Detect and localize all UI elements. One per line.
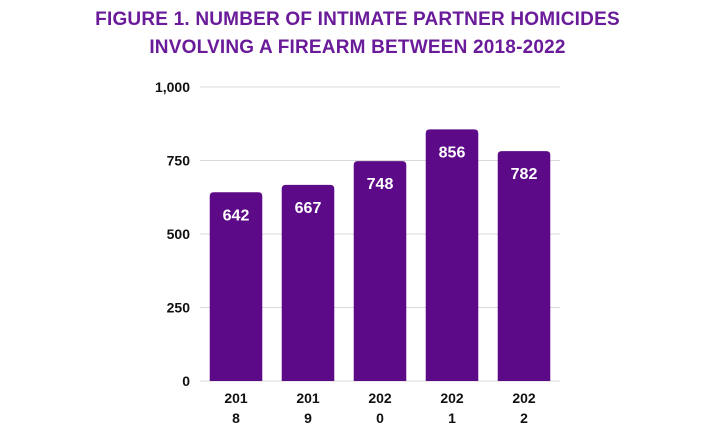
- x-tick-label: 1: [448, 410, 456, 426]
- y-tick-label: 750: [167, 153, 191, 169]
- y-axis-ticks: 0 250 500 750 1,000: [155, 79, 190, 389]
- x-axis-ticks: 201 8 201 9 202 0 202 1 202 2: [224, 390, 536, 426]
- x-tick-label: 2: [520, 410, 528, 426]
- y-tick-label: 1,000: [155, 79, 190, 95]
- bar-2021: [425, 129, 479, 381]
- bar-2019: [281, 184, 335, 381]
- x-tick-label: 202: [512, 390, 536, 406]
- chart-title: FIGURE 1. NUMBER OF INTIMATE PARTNER HOM…: [0, 6, 715, 62]
- bar-value-label: 667: [295, 200, 322, 217]
- y-tick-label: 250: [167, 300, 191, 316]
- bar-2020: [353, 161, 407, 381]
- bars: 642 667 748 856 782: [209, 129, 551, 381]
- x-tick-label: 201: [224, 390, 248, 406]
- bar-2018: [209, 192, 263, 381]
- bar-value-label: 642: [223, 207, 250, 224]
- y-tick-label: 500: [167, 226, 191, 242]
- x-tick-label: 201: [296, 390, 320, 406]
- x-tick-label: 9: [304, 410, 312, 426]
- y-tick-label: 0: [182, 373, 190, 389]
- chart-title-line-2: INVOLVING A FIREARM BETWEEN 2018-2022: [149, 37, 566, 58]
- x-tick-label: 202: [368, 390, 392, 406]
- x-tick-label: 0: [376, 410, 384, 426]
- bar-value-label: 856: [439, 144, 466, 161]
- chart-title-line-1: FIGURE 1. NUMBER OF INTIMATE PARTNER HOM…: [95, 9, 620, 30]
- bar-value-label: 782: [511, 166, 538, 183]
- bar-value-label: 748: [367, 176, 394, 193]
- x-tick-label: 202: [440, 390, 464, 406]
- x-tick-label: 8: [232, 410, 240, 426]
- bar-2022: [497, 151, 551, 381]
